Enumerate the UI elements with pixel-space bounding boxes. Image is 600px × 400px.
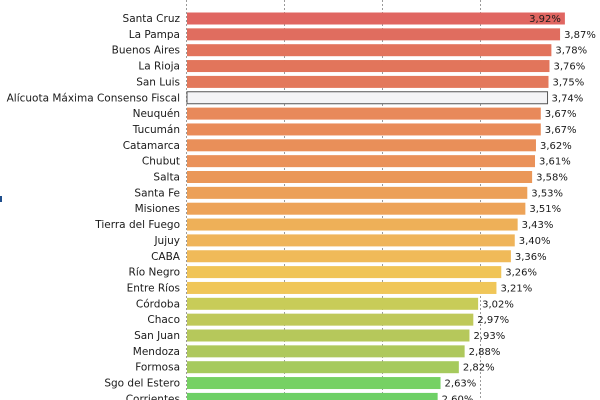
category-label-11: Santa Fe [134, 187, 180, 199]
category-label-13: Tierra del Fuego [94, 219, 180, 231]
bar-12 [187, 202, 526, 215]
value-label-2: 3,78% [555, 46, 587, 57]
value-label-9: 3,61% [539, 157, 571, 168]
bar-13 [187, 218, 518, 231]
category-label-5: Alícuota Máxima Consenso Fiscal [7, 92, 180, 104]
bar-19 [187, 313, 474, 326]
value-label-0: 3,92% [529, 14, 561, 25]
value-label-19: 2,97% [477, 315, 509, 326]
category-label-7: Tucumán [132, 124, 180, 136]
value-label-14: 3,40% [519, 236, 551, 247]
bar-24 [187, 392, 438, 400]
value-label-7: 3,67% [545, 125, 577, 136]
category-label-12: Misiones [135, 203, 180, 215]
bar-14 [187, 234, 515, 247]
value-label-24: 2,60% [442, 394, 474, 400]
value-label-10: 3,58% [536, 173, 568, 184]
category-label-17: Entre Ríos [127, 282, 180, 294]
category-label-15: CABA [151, 251, 181, 263]
value-label-18: 3,02% [482, 299, 514, 310]
category-label-20: San Juan [134, 330, 180, 342]
category-label-3: La Rioja [138, 61, 180, 73]
bar-17 [187, 281, 497, 294]
bar-10 [187, 171, 533, 183]
bar-4 [187, 75, 549, 88]
bar-9 [187, 155, 536, 168]
value-label-6: 3,67% [545, 109, 577, 120]
bar-16 [187, 266, 502, 279]
value-label-12: 3,51% [529, 204, 561, 215]
category-label-10: Salta [153, 172, 180, 184]
left-edge-marker [0, 196, 2, 202]
value-label-16: 3,26% [505, 268, 537, 279]
category-label-18: Córdoba [136, 298, 180, 310]
category-label-8: Catamarca [123, 140, 180, 152]
category-label-0: Santa Cruz [123, 13, 181, 25]
value-label-4: 3,75% [553, 77, 585, 88]
value-label-5: 3,74% [552, 93, 584, 104]
bar-5 [186, 91, 549, 105]
category-label-9: Chubut [142, 156, 180, 168]
category-label-1: La Pampa [129, 29, 180, 41]
bar-1 [187, 28, 561, 41]
bar-8 [187, 139, 536, 152]
value-label-3: 3,76% [553, 62, 585, 73]
value-label-21: 2,88% [469, 347, 501, 358]
bar-6 [187, 107, 541, 120]
bar-21 [187, 345, 465, 358]
value-label-23: 2,63% [445, 379, 477, 390]
value-label-1: 3,87% [564, 30, 596, 41]
value-label-11: 3,53% [531, 188, 563, 199]
bar-2 [187, 44, 552, 57]
bar-11 [187, 186, 528, 199]
bar-20 [187, 329, 470, 342]
bar-15 [187, 250, 511, 263]
category-label-22: Formosa [135, 362, 180, 374]
category-label-14: Jujuy [153, 235, 180, 247]
category-label-2: Buenos Aires [112, 45, 180, 57]
category-label-16: Río Negro [129, 267, 180, 279]
category-label-4: San Luis [136, 76, 180, 88]
value-label-8: 3,62% [540, 141, 572, 152]
value-label-17: 3,21% [500, 283, 532, 294]
bar-3 [187, 60, 550, 73]
value-label-13: 3,43% [522, 220, 554, 231]
category-label-6: Neuquén [133, 108, 180, 120]
bar-0 [187, 12, 565, 25]
category-label-19: Chaco [147, 314, 180, 326]
bar-22 [187, 361, 459, 374]
category-label-21: Mendoza [133, 346, 180, 358]
value-label-22: 2,82% [463, 363, 495, 374]
bar-23 [187, 377, 441, 390]
bar-18 [187, 297, 479, 310]
bar-7 [187, 123, 541, 136]
category-label-23: Sgo del Estero [104, 378, 180, 390]
category-label-24: Corrientes [126, 393, 180, 400]
value-label-15: 3,36% [515, 252, 547, 263]
value-label-20: 2,93% [473, 331, 505, 342]
